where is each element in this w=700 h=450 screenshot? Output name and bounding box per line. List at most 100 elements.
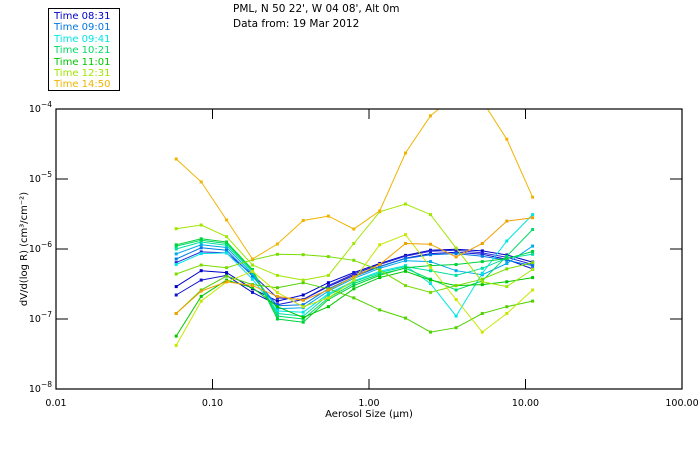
data-point (531, 228, 535, 231)
data-point (429, 265, 432, 269)
data-point (199, 294, 203, 298)
series-time-14-50 (174, 109, 535, 261)
data-point (275, 290, 279, 294)
data-point (378, 276, 382, 280)
data-point (429, 330, 432, 334)
legend-entry: Time 09:41 (54, 33, 111, 45)
data-point (531, 268, 535, 271)
data-point (429, 114, 432, 118)
data-point (326, 288, 330, 292)
data-point (531, 261, 535, 265)
data-point (352, 278, 356, 282)
data-point (275, 307, 279, 311)
data-point (531, 288, 535, 292)
data-point (454, 248, 458, 252)
x-tick-label: 1.00 (358, 398, 379, 409)
location-title: PML, N 50 22', W 04 08', Alt 0m (233, 3, 400, 15)
data-point (352, 227, 356, 231)
data-point (429, 290, 432, 294)
data-point (429, 282, 432, 286)
data-point (429, 213, 432, 217)
data-point (174, 247, 178, 251)
data-point (404, 242, 407, 245)
data-point (251, 263, 254, 267)
data-point (352, 282, 356, 286)
data-point (454, 288, 458, 292)
legend-entry: Time 09:01 (54, 22, 111, 34)
data-point (531, 264, 535, 268)
y-tick-label: 10−8 (29, 380, 52, 395)
legend-entry: Time 11:01 (54, 56, 111, 68)
data-point (352, 258, 356, 262)
data-point (480, 330, 484, 334)
data-point (199, 223, 203, 227)
data-point (275, 305, 279, 309)
data-point (199, 237, 203, 241)
data-point (480, 251, 484, 255)
data-point (378, 268, 382, 272)
data-point (199, 246, 203, 250)
data-point (505, 137, 509, 141)
data-point (404, 259, 407, 263)
data-point (352, 296, 356, 300)
data-point (174, 334, 178, 338)
legend-entry: Time 14:50 (54, 79, 111, 91)
data-point (275, 252, 279, 256)
data-point (326, 293, 330, 297)
data-point (454, 252, 458, 256)
data-point (326, 281, 330, 285)
data-point (505, 267, 509, 271)
data-point (480, 283, 484, 287)
data-point (174, 243, 178, 247)
data-point (199, 269, 203, 273)
data-point (429, 269, 432, 273)
data-point (352, 287, 356, 291)
x-tick-label: 0.01 (45, 398, 66, 409)
data-point (480, 242, 484, 245)
data-point (199, 278, 203, 282)
data-point (174, 257, 178, 261)
data-point (480, 260, 484, 264)
data-point (454, 326, 458, 330)
data-point (429, 253, 432, 257)
data-point (454, 314, 458, 318)
data-point (454, 298, 458, 301)
legend-entry: Time 08:31 (54, 11, 111, 22)
data-point (225, 235, 229, 239)
data-point (326, 214, 330, 218)
data-point (505, 239, 509, 243)
data-point (225, 274, 229, 278)
data-point (531, 299, 535, 303)
data-point (480, 312, 484, 315)
data-point (174, 227, 178, 231)
data-point (174, 261, 178, 265)
data-point (199, 263, 203, 267)
data-point (326, 255, 330, 259)
data-point (352, 280, 356, 284)
data-point (174, 263, 178, 266)
x-tick-label: 10.00 (512, 398, 539, 409)
data-point (326, 298, 330, 301)
data-point (301, 278, 305, 282)
data-point (251, 269, 254, 273)
data-point (275, 312, 279, 315)
data-point (454, 255, 458, 259)
legend: Time 08:31 Time 09:01 Time 09:41 Time 10:21… (48, 8, 120, 91)
data-point (378, 265, 382, 269)
data-point (199, 243, 203, 247)
data-point (404, 316, 407, 320)
data-point (225, 266, 229, 270)
data-point (480, 280, 484, 284)
x-tick-label: 0.10 (202, 398, 223, 409)
data-point (199, 289, 203, 293)
data-point (429, 264, 432, 268)
data-point (505, 312, 509, 315)
data-point (352, 242, 356, 245)
data-point (225, 251, 229, 255)
data-point (199, 180, 203, 184)
data-point (378, 308, 382, 312)
data-point (454, 263, 458, 266)
series-time-10-41 (174, 237, 535, 324)
x-axis-title: Aerosol Size (µm) (325, 409, 413, 420)
